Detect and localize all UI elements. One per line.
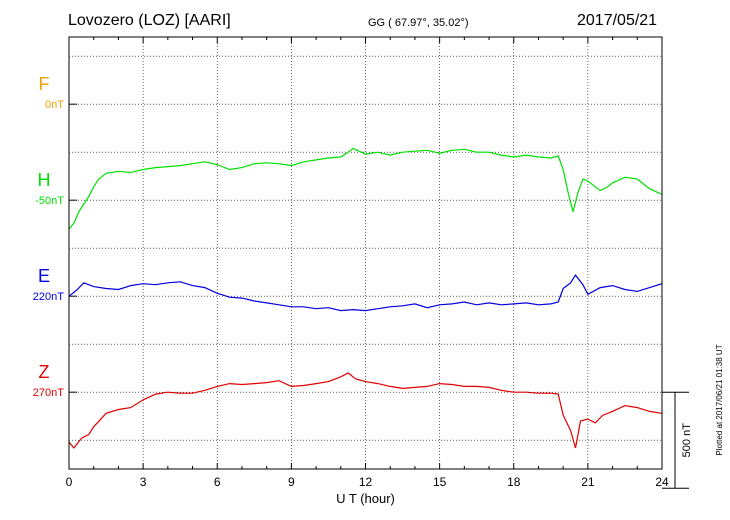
x-tick-label: 0	[66, 475, 73, 489]
x-tick-label: 15	[433, 475, 447, 489]
x-tick-label: 3	[140, 475, 147, 489]
component-letter-f: F	[39, 74, 50, 94]
component-baseline-e: 220nT	[33, 291, 64, 303]
scale-bar-label: 500 nT	[681, 423, 693, 458]
component-baseline-h: -50nT	[35, 195, 64, 207]
station-title: Lovozero (LOZ) [AARI]	[68, 12, 231, 29]
plot-date: 2017/05/21	[577, 12, 658, 29]
component-letter-e: E	[38, 266, 50, 286]
x-tick-label: 24	[655, 475, 669, 489]
component-labels: F 0nT H -50nT E 220nT Z 270nT	[33, 74, 64, 399]
x-tick-label: 21	[581, 475, 595, 489]
component-baseline-z: 270nT	[33, 387, 64, 399]
x-ticks: 0 3 6 9 12 15 18 21 24	[66, 37, 669, 489]
component-letter-z: Z	[39, 362, 50, 382]
x-axis-label: U T (hour)	[336, 491, 395, 506]
series-line-z	[68, 372, 663, 449]
x-tick-label: 9	[288, 475, 295, 489]
scale-bar: 500 nT	[662, 391, 693, 489]
grid	[68, 37, 663, 469]
series-line-h	[68, 147, 663, 230]
component-baseline-f: 0nT	[45, 99, 64, 111]
x-tick-label: 18	[507, 475, 521, 489]
station-coordinates: GG ( 67.97°, 35.02°)	[368, 17, 469, 29]
x-tick-label: 12	[359, 475, 373, 489]
series-line-e	[68, 274, 663, 312]
component-letter-h: H	[38, 170, 51, 190]
series-layer	[68, 103, 663, 449]
plotted-timestamp: Plotted at 2017/06/21 01:38 UT	[715, 344, 724, 455]
x-tick-label: 6	[214, 475, 221, 489]
